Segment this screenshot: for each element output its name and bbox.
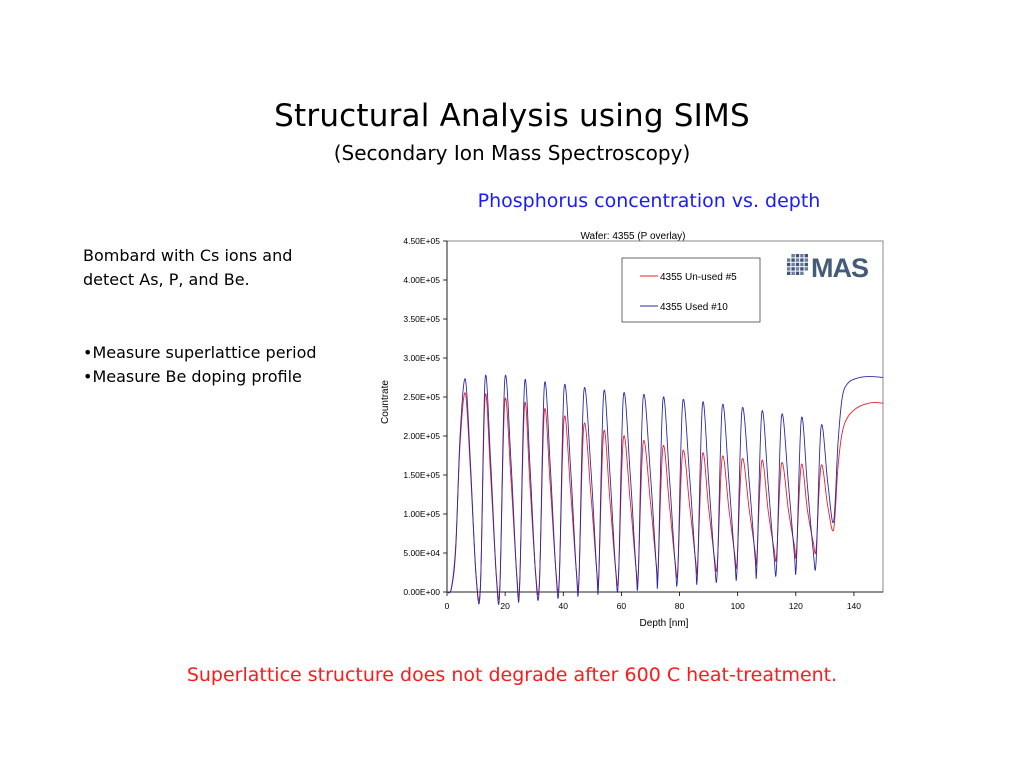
logo-grid-square (804, 254, 808, 258)
y-tick-label: 3.00E+05 (403, 353, 440, 363)
bullet-item: •Measure Be doping profile (83, 365, 368, 389)
chart-title: Wafer: 4355 (P overlay) (580, 231, 685, 242)
y-tick-label: 0.00E+00 (403, 587, 440, 597)
sims-chart: Wafer: 4355 (P overlay) 0.00E+00 5.00E+04… (380, 231, 884, 629)
bullet-icon: • (83, 367, 93, 386)
bullet-item: •Measure superlattice period (83, 341, 368, 365)
x-tick-label: 20 (500, 601, 510, 611)
y-tick-label: 4.00E+05 (403, 275, 440, 285)
logo-grid-square (800, 267, 804, 271)
logo-grid-square (791, 271, 795, 275)
x-tick-label: 140 (847, 601, 861, 611)
x-tick-label: 100 (731, 601, 745, 611)
logo-grid-square (800, 271, 804, 275)
logo-grid-square (787, 267, 791, 271)
logo-grid-square (800, 258, 804, 262)
bullet-text: Measure Be doping profile (92, 367, 302, 386)
logo-grid-square (795, 267, 800, 271)
logo-grid-square (791, 262, 795, 267)
mas-logo-text: MAS (811, 253, 868, 283)
x-axis: 0 20 40 60 80 100 120 140 (445, 591, 883, 611)
logo-grid-square (791, 267, 795, 271)
logo-grid-square (787, 258, 791, 262)
logo-grid-square (787, 262, 791, 267)
x-tick-label: 0 (445, 601, 450, 611)
x-tick-label: 80 (675, 601, 685, 611)
method-description: Bombard with Cs ions and detect As, P, a… (83, 244, 368, 292)
series-line-used (446, 375, 884, 605)
series-line-unused (446, 392, 884, 601)
mas-logo: MAS (787, 253, 869, 283)
logo-grid-square (800, 262, 804, 267)
y-tick-label: 2.00E+05 (403, 431, 440, 441)
y-tick-label: 5.00E+04 (403, 548, 440, 558)
legend: 4355 Un-used #5 4355 Used #10 (621, 257, 761, 323)
method-line-2: detect As, P, and Be. (83, 270, 250, 289)
logo-grid-square (795, 262, 800, 267)
bullet-text: Measure superlattice period (92, 343, 317, 362)
logo-grid-square (795, 258, 800, 262)
logo-grid-square (804, 267, 808, 271)
bullet-icon: • (83, 343, 93, 362)
logo-grid-square (804, 258, 808, 262)
bullet-list: •Measure superlattice period •Measure Be… (83, 341, 368, 389)
y-axis: 0.00E+00 5.00E+04 1.00E+05 1.50E+05 2.00E+05… (403, 236, 448, 597)
legend-label-used: 4355 Used #10 (660, 302, 728, 313)
slide-subtitle: (Secondary Ion Mass Spectroscopy) (333, 141, 691, 165)
y-axis-label: Countrate (380, 380, 391, 424)
mas-logo-grid-icon (787, 254, 808, 275)
legend-box (621, 257, 761, 323)
y-tick-label: 2.50E+05 (403, 392, 440, 402)
method-line-1: Bombard with Cs ions and (83, 246, 293, 265)
y-tick-label: 3.50E+05 (403, 314, 440, 324)
y-tick-label: 4.50E+05 (403, 236, 440, 246)
y-tick-label: 1.00E+05 (403, 509, 440, 519)
chart-heading: Phosphorus concentration vs. depth (477, 190, 821, 212)
legend-label-unused: 4355 Un-used #5 (660, 272, 737, 283)
logo-grid-square (795, 254, 800, 258)
y-tick-label: 1.50E+05 (403, 470, 440, 480)
x-axis-label: Depth [nm] (640, 618, 689, 629)
series-group (446, 375, 884, 605)
logo-grid-square (791, 258, 795, 262)
x-tick-label: 60 (617, 601, 627, 611)
x-tick-label: 40 (559, 601, 569, 611)
logo-grid-square (804, 262, 808, 267)
logo-grid-square (795, 271, 800, 275)
logo-grid-square (787, 271, 791, 275)
conclusion-text: Superlattice structure does not degrade … (186, 664, 838, 686)
slide-title: Structural Analysis using SIMS (274, 98, 750, 134)
logo-grid-square (791, 254, 795, 258)
x-tick-label: 120 (789, 601, 803, 611)
logo-grid-square (800, 254, 804, 258)
